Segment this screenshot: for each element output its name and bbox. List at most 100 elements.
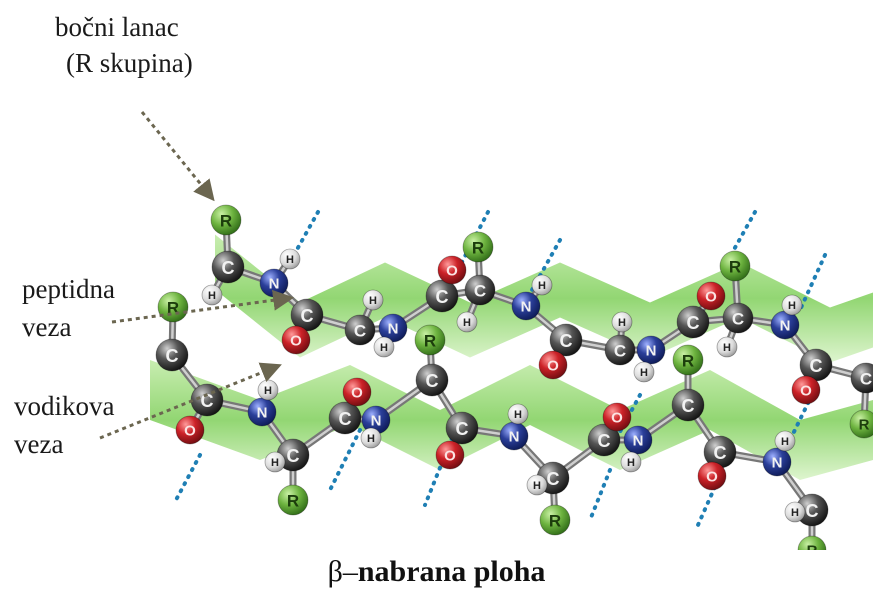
hydrogen-atom: H [611, 311, 633, 333]
hydrogen-atom-ball [716, 336, 738, 358]
nitrogen-atom: N [762, 447, 792, 477]
hydrogen-atom-ball [633, 361, 655, 383]
nitrogen-atom-ball [378, 313, 408, 343]
hbond-dots [174, 453, 202, 502]
hydrogen-atom-ball [456, 311, 478, 333]
oxygen-atom-ball [696, 281, 726, 311]
carbon-atom-ball [155, 338, 189, 372]
carbon-atom: C [211, 250, 245, 284]
oxygen-atom: O [697, 461, 727, 491]
oxygen-atom-ball [697, 461, 727, 491]
hydrogen-atom-ball [620, 451, 642, 473]
oxygen-atom-ball [342, 377, 372, 407]
hbond-dots [588, 468, 612, 522]
carbon-atom-ball [671, 388, 705, 422]
oxygen-atom: O [602, 402, 632, 432]
oxygen-atom: O [435, 440, 465, 470]
hydrogen-atom-ball [526, 474, 548, 496]
hydrogen-atom: H [716, 336, 738, 358]
oxygen-atom-ball [281, 325, 311, 355]
hydrogen-atom-ball [279, 248, 301, 270]
hydrogen-atom: H [264, 451, 286, 473]
carbon-atom: C [425, 279, 459, 313]
carbon-atom: C [415, 363, 449, 397]
label-side-chain-line2: (R skupina) [66, 48, 193, 78]
label-side-chain-line1: bočni lanac [55, 12, 179, 42]
hydrogen-atom-ball [774, 430, 796, 452]
carbon-atom: C [464, 274, 496, 306]
oxygen-atom-ball [435, 440, 465, 470]
hydrogen-atom-ball [531, 274, 553, 296]
carbon-atom-ball [328, 401, 362, 435]
hydrogen-atom: H [620, 451, 642, 473]
carbon-atom-ball [415, 363, 449, 397]
nitrogen-atom: N [636, 335, 666, 365]
beta-sheet-diagram: RCHNHCOCHNHCOCRHNHCOCHNHCOCRHNHCOCRCOCNH… [99, 111, 873, 550]
side-chain-atom-ball [157, 291, 189, 323]
side-chain-atom-ball [797, 535, 827, 550]
carbon-atom: C [722, 302, 754, 334]
hydrogen-atom-ball [360, 427, 382, 449]
arrow-peptide-bond [111, 289, 295, 324]
carbon-atom-ball [290, 298, 324, 332]
hydrogen-atom: H [362, 289, 384, 311]
carbon-atom-ball [445, 411, 479, 445]
side-chain-atom: R [672, 344, 704, 376]
hydrogen-atom: H [373, 336, 395, 358]
hydrogen-atom: H [257, 379, 279, 401]
hydrogen-atom: H [201, 284, 223, 306]
hydrogen-atom: H [507, 403, 529, 425]
carbon-atom-ball [850, 362, 873, 394]
carbon-atom-ball [587, 423, 621, 457]
nitrogen-atom: N [499, 421, 529, 451]
nitrogen-atom-ball [247, 397, 277, 427]
label-hbond-line2: veza [14, 429, 64, 459]
carbon-atom: C [155, 338, 189, 372]
carbon-atom: C [445, 411, 479, 445]
label-peptide-line2: veza [22, 312, 72, 342]
side-chain-atom: R [719, 250, 751, 282]
oxygen-atom: O [538, 350, 568, 380]
nitrogen-atom-ball [499, 421, 529, 451]
oxygen-atom-ball [437, 255, 467, 285]
caption-greek: β– [327, 555, 358, 588]
hydrogen-atom: H [781, 294, 803, 316]
side-chain-atom-ball [539, 504, 571, 536]
side-chain-atom: R [797, 535, 827, 550]
hydrogen-atom: H [456, 311, 478, 333]
side-chain-atom-ball [210, 204, 242, 236]
figure-caption: β–nabrana ploha [0, 555, 873, 589]
hydrogen-atom: H [279, 248, 301, 270]
hydrogen-atom: H [360, 427, 382, 449]
oxygen-atom-ball [538, 350, 568, 380]
nitrogen-atom-ball [636, 335, 666, 365]
oxygen-atom: O [342, 377, 372, 407]
side-chain-atom-ball [719, 250, 751, 282]
hbond-dots [798, 253, 827, 312]
side-chain-atom: R [414, 324, 446, 356]
carbon-atom-ball [464, 274, 496, 306]
arrow-hydrogen-bond [99, 362, 282, 440]
side-chain-atom: R [277, 484, 309, 516]
side-chain-atom-ball [849, 409, 873, 439]
carbon-atom-ball [425, 279, 459, 313]
hydrogen-atom-ball [781, 294, 803, 316]
carbon-atom-ball [344, 314, 376, 346]
label-arrows [99, 111, 295, 440]
carbon-atom: C [604, 334, 636, 366]
side-chain-atom: R [210, 204, 242, 236]
oxygen-atom: O [791, 375, 821, 405]
hydrogen-atom-ball [611, 311, 633, 333]
carbon-atom-ball [604, 334, 636, 366]
carbon-atom: C [671, 388, 705, 422]
nitrogen-atom: N [259, 268, 289, 298]
hydrogen-atom: H [784, 501, 806, 523]
side-chain-atom-ball [462, 231, 494, 263]
side-chain-atom: R [157, 291, 189, 323]
ribbon-upper [215, 234, 873, 363]
oxygen-atom-ball [791, 375, 821, 405]
oxygen-atom: O [437, 255, 467, 285]
carbon-atom: C [328, 401, 362, 435]
nitrogen-atom: N [247, 397, 277, 427]
